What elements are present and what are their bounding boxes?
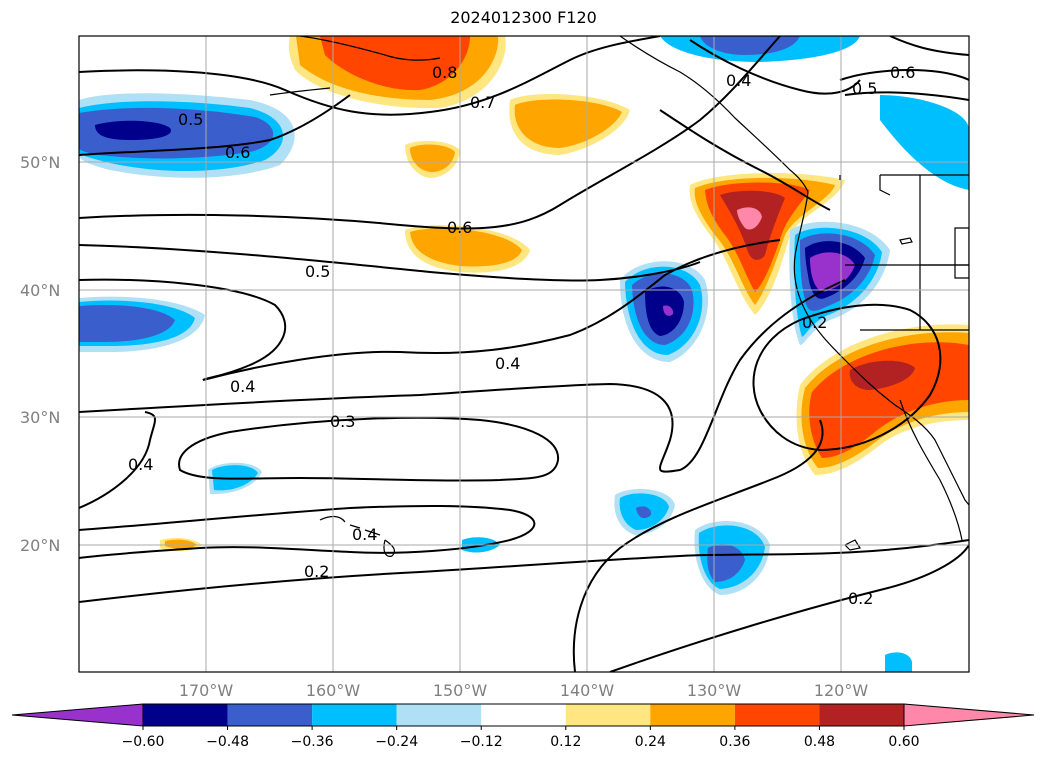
contour-label: 0.4 [230,377,255,396]
lon-tick-label: 150°W [433,681,488,700]
colorbar-tick-label: −0.24 [375,734,418,750]
lat-tick-label: 30°N [20,408,60,427]
colorbar-swatch [312,704,397,726]
contour-label: 0.2 [802,313,827,332]
contour-label: 0.4 [495,354,520,373]
lat-tick-label: 50°N [20,153,60,172]
colorbar-extend-low [11,703,144,727]
colorbar-extend-high [903,703,1035,727]
colorbar: −0.60 −0.48 −0.36 −0.24 −0.12 0.12 0.24 0.36 0.4… [11,703,1035,750]
lat-tick-label: 20°N [20,536,60,555]
lat-axis: 50°N 40°N 30°N 20°N [20,153,60,555]
lon-tick-label: 120°W [814,681,869,700]
colorbar-swatch [481,704,566,726]
lon-tick-label: 140°W [560,681,615,700]
colorbar-swatch [143,704,228,726]
contour-label: 0.7 [470,93,495,112]
map-frame [78,35,970,673]
contour-label: 0.4 [128,455,153,474]
colorbar-swatch [650,704,735,726]
lon-axis: 170°W 160°W 150°W 140°W 130°W 120°W [179,681,869,700]
lon-tick-label: 130°W [687,681,742,700]
us-west-coast [793,191,969,506]
lon-tick-label: 160°W [306,681,361,700]
contour-label: 0.6 [447,218,472,237]
hawaii-islands [319,515,396,557]
colorbar-tick-label: 0.36 [719,734,750,750]
colorbar-swatch [565,704,651,726]
colorbar-swatch [396,704,482,726]
colorbar-frame [142,703,905,727]
baja [899,399,963,541]
colorbar-tick-label: 0.60 [888,734,919,750]
contour-label: 0.8 [432,63,457,82]
contour-label: 0.6 [225,143,250,162]
gridlines [79,36,969,672]
anomaly-fills [79,36,969,672]
colorbar-tick-label: 0.24 [635,734,666,750]
contour-label: 0.5 [305,262,330,281]
contour-label: 0.5 [178,110,203,129]
alaska-coast [619,36,809,193]
coastlines [269,36,969,557]
contour-label: 0.4 [726,71,751,90]
colorbar-swatch [819,704,904,726]
colorbar-tick-label: −0.36 [291,734,334,750]
colorbar-tick-label: 0.12 [550,734,581,750]
colorbar-swatch [227,704,313,726]
colorbar-swatch [734,704,820,726]
contour-label: 0.4 [352,525,377,544]
colorbar-tick-label: −0.12 [460,734,503,750]
lon-tick-label: 170°W [179,681,234,700]
colorbar-tick-label: −0.48 [206,734,249,750]
map-title: 2024012300 F120 [450,8,597,27]
contour-label: 0.2 [848,589,873,608]
contour-label: 0.2 [304,562,329,581]
lat-tick-label: 40°N [20,281,60,300]
colorbar-tick-label: −0.60 [122,734,165,750]
contour-label-group: 0.8 0.7 0.5 0.6 0.4 0.6 0.5 0.6 0.5 0.4 … [128,63,915,608]
contour-label: 0.5 [852,79,877,98]
contour-label: 0.3 [330,412,355,431]
contour-label: 0.6 [890,63,915,82]
colorbar-tick-label: 0.48 [804,734,835,750]
contour-lines [79,36,969,672]
